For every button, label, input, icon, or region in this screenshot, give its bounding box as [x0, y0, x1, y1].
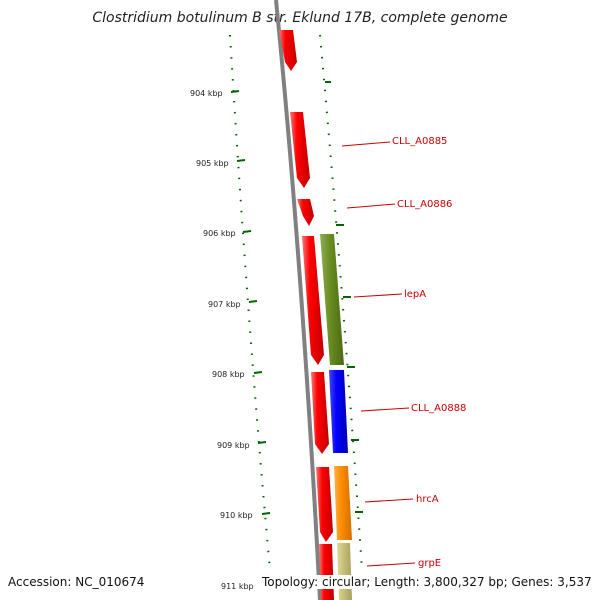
tick-label: 909 kbp [217, 441, 250, 450]
gene-label-grpE[interactable]: grpE [418, 558, 441, 569]
label-lines [341, 141, 416, 567]
label-line [364, 498, 414, 503]
label-line [360, 407, 410, 412]
tick-label: 910 kbp [220, 511, 253, 520]
tick-mark [261, 512, 271, 515]
label-line [366, 562, 416, 567]
map-title: Clostridium botulinum B str. Eklund 17B,… [92, 10, 508, 26]
tick-mark [253, 371, 263, 374]
gene-lepA[interactable] [320, 234, 344, 365]
tick-label: 905 kbp [196, 159, 229, 168]
tick-mark [230, 90, 240, 93]
gene-label-lepA[interactable]: lepA [404, 289, 426, 300]
tick-label: 908 kbp [212, 370, 245, 379]
gene-arrow[interactable] [290, 112, 310, 188]
tick-mark [248, 300, 258, 303]
gene-CLL_A0888[interactable] [329, 370, 348, 453]
gene-arrow[interactable] [316, 467, 333, 542]
backbone [274, 0, 322, 600]
tick-mark [242, 230, 252, 233]
gene-label-hrcA[interactable]: hrcA [416, 494, 439, 505]
tick-label: 904 kbp [190, 89, 223, 98]
gene-label-CLL_A0886[interactable]: CLL_A0886 [397, 199, 452, 210]
label-line [346, 203, 396, 209]
label-line [341, 141, 391, 147]
genome-stats-text: Topology: circular; Length: 3,800,327 bp… [262, 575, 592, 589]
gene-grpE[interactable] [337, 543, 352, 600]
gene-arrow[interactable] [297, 199, 314, 226]
label-line [353, 293, 403, 298]
accession-text: Accession: NC_010674 [8, 575, 145, 589]
tick-mark [257, 441, 267, 444]
tick-label: 907 kbp [208, 300, 241, 309]
tick-label: 906 kbp [203, 229, 236, 238]
gene-label-CLL_A0885[interactable]: CLL_A0885 [392, 136, 447, 147]
tick-label: 911 kbp [221, 582, 254, 591]
gene-hrcA[interactable] [334, 466, 352, 540]
gene-arrow[interactable] [319, 544, 334, 600]
gene-arrow[interactable] [302, 236, 324, 365]
gene-arrow[interactable] [279, 30, 297, 71]
gene-arrow[interactable] [311, 372, 329, 454]
gene-label-CLL_A0888[interactable]: CLL_A0888 [411, 403, 466, 414]
tick-mark [236, 159, 246, 162]
